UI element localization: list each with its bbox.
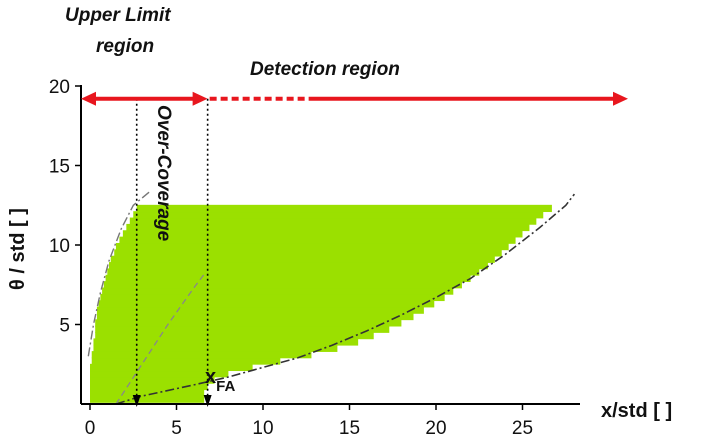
- x-tick-label-0: 0: [85, 418, 96, 439]
- y-tick-label-3: 20: [49, 77, 70, 98]
- band-27: [126, 223, 530, 232]
- band-0: [90, 395, 205, 403]
- band-12: [95, 319, 402, 327]
- upper-limit-label-line2: region: [96, 36, 154, 57]
- detection-arrow-head: [613, 91, 628, 106]
- x-tick-label-1: 5: [171, 418, 182, 439]
- band-18: [103, 281, 462, 289]
- x-tick-label-2: 10: [252, 418, 273, 439]
- band-5: [90, 363, 253, 372]
- upper-limit-curve: [87, 190, 152, 357]
- over-coverage-bound-arrowhead: [132, 395, 141, 407]
- band-6: [91, 357, 281, 365]
- x-tick-label-5: 25: [512, 418, 533, 439]
- band-24: [115, 242, 509, 251]
- ticks-layer: 0 5 10 15 20 25 5 10 15 20: [49, 77, 533, 439]
- y-tick-label-1: 10: [49, 236, 70, 257]
- band-23: [114, 249, 502, 257]
- band-7: [91, 351, 312, 359]
- band-15: [98, 300, 435, 308]
- band-19: [105, 274, 471, 282]
- band-22: [110, 255, 495, 263]
- x-axis-label: x/std [ ]: [601, 400, 672, 422]
- y-tick-label-2: 15: [49, 157, 70, 178]
- band-4: [90, 370, 229, 378]
- x-fa-sub: FA: [216, 378, 235, 395]
- band-1: [90, 389, 205, 397]
- upper-limit-label-line1: Upper Limit: [65, 5, 171, 26]
- coverage-curve: [115, 271, 207, 405]
- y-axis-label: θ / std [ ]: [7, 208, 29, 290]
- x-fa-arrowhead: [203, 395, 212, 407]
- curves-layer: [87, 190, 576, 405]
- band-26: [122, 230, 523, 238]
- x-tick-label-3: 15: [339, 418, 360, 439]
- band-28: [129, 217, 537, 225]
- band-3: [90, 376, 215, 384]
- x-fa-main: x: [205, 366, 216, 388]
- arrows-layer: [81, 91, 628, 106]
- upper-limit-arrow-right-head: [192, 91, 208, 106]
- x-fa-label: xFA: [205, 366, 235, 395]
- band-29: [133, 211, 544, 219]
- y-tick-label-0: 5: [59, 316, 70, 337]
- markers-layer: [132, 98, 212, 407]
- band-8: [93, 344, 338, 352]
- lower-boundary-curve: [115, 193, 576, 405]
- band-13: [96, 312, 414, 321]
- band-11: [95, 325, 390, 333]
- band-20: [107, 268, 480, 276]
- band-10: [95, 332, 374, 340]
- band-21: [109, 262, 488, 270]
- band-14: [96, 306, 424, 314]
- upper-limit-arrow-left-head: [81, 91, 96, 106]
- band-2: [90, 382, 208, 391]
- bands-layer: [90, 204, 552, 403]
- band-25: [119, 236, 516, 244]
- band-9: [93, 338, 359, 346]
- band-30: [136, 204, 552, 213]
- band-16: [100, 293, 445, 302]
- band-17: [102, 287, 454, 295]
- over-coverage-label: Over-Coverage: [153, 105, 174, 242]
- x-tick-label-4: 20: [425, 418, 446, 439]
- detection-region-label: Detection region: [250, 59, 400, 80]
